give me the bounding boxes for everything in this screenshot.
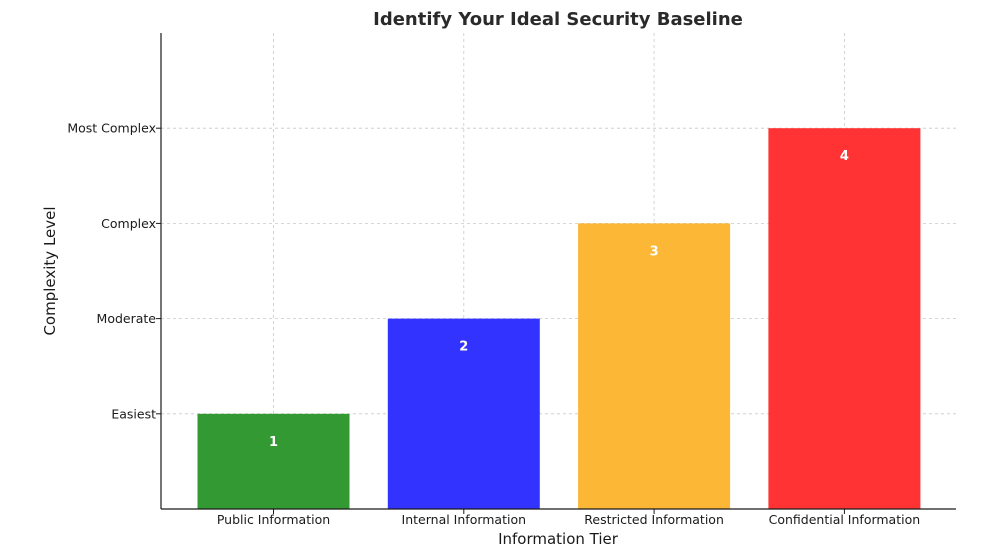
- y-tick-label: Easiest: [111, 406, 156, 421]
- bars: 1 2 3 4: [197, 128, 921, 509]
- x-axis-label: Information Tier: [498, 530, 619, 548]
- bar: [387, 318, 540, 509]
- x-tick-label: Confidential Information: [769, 512, 921, 527]
- x-tick-label: Public Information: [217, 512, 330, 527]
- y-tick-label: Moderate: [97, 311, 157, 326]
- y-tick-label: Most Complex: [67, 121, 156, 136]
- axes: [160, 33, 956, 510]
- bar: [768, 128, 921, 509]
- bar: [197, 413, 350, 509]
- x-ticks: Public Information Internal Information Re…: [217, 509, 920, 527]
- y-tick-label: Complex: [101, 216, 156, 231]
- bar-data-label: 4: [840, 149, 849, 164]
- x-tick-label: Restricted Information: [584, 512, 724, 527]
- y-ticks: Easiest Moderate Complex Most Complex: [67, 121, 161, 421]
- bar-data-label: 2: [459, 340, 468, 355]
- x-tick-label: Internal Information: [402, 512, 527, 527]
- bar-data-label: 1: [269, 435, 278, 450]
- y-axis-label: Complexity Level: [41, 206, 59, 335]
- bar: [578, 223, 731, 509]
- bar-data-label: 3: [650, 244, 659, 259]
- chart-title: Identify Your Ideal Security Baseline: [373, 9, 743, 30]
